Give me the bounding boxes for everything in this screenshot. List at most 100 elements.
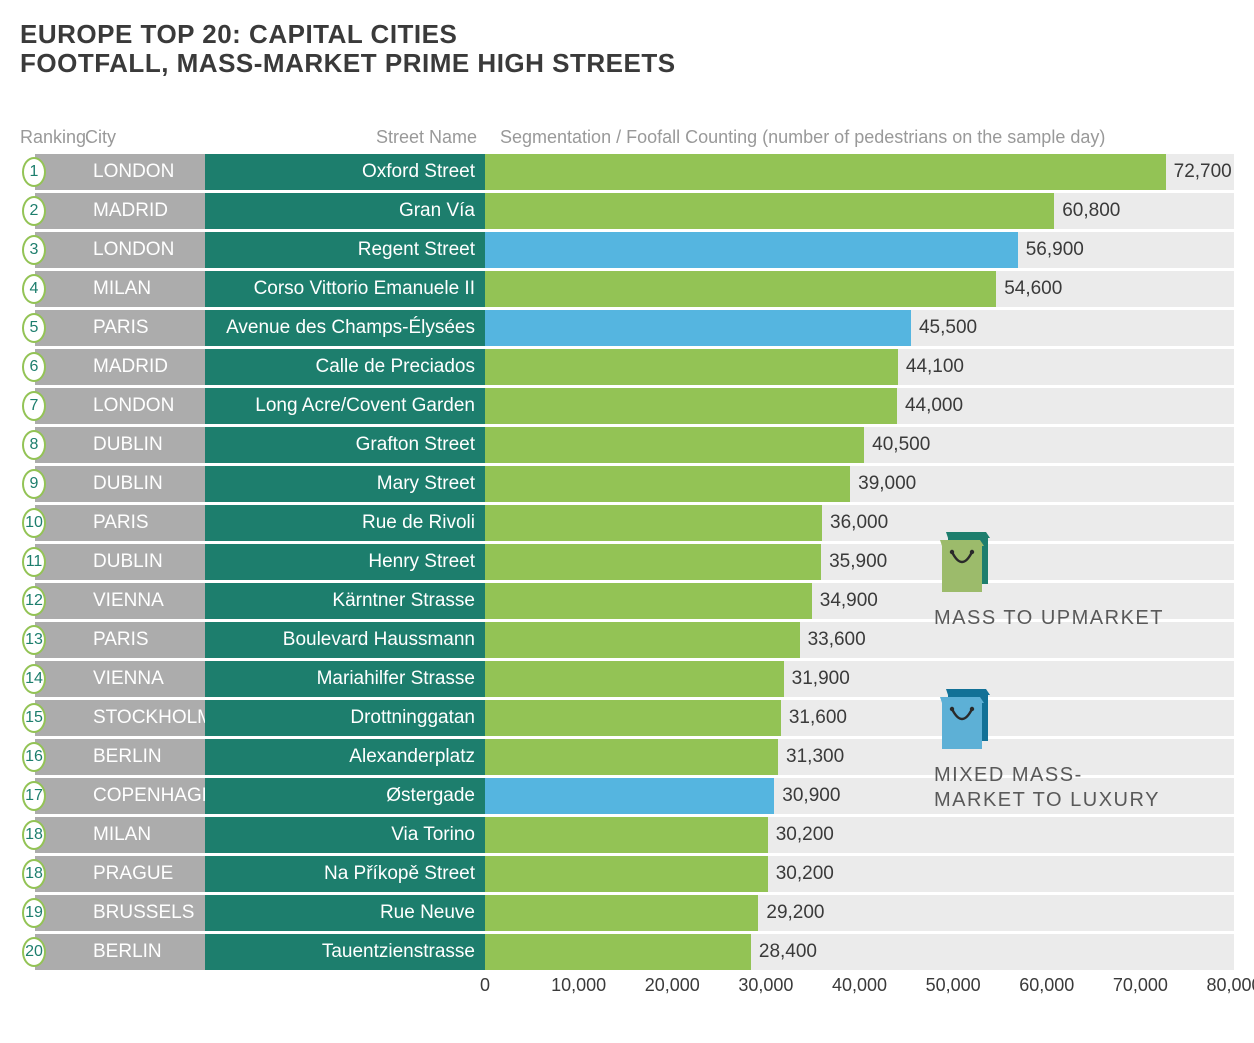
street-cell: Long Acre/Covent Garden [205,388,485,424]
city-cell: PARIS [85,310,205,346]
bar [485,583,812,619]
legend-label-blue: MIXED MASS-MARKET TO LUXURY [934,763,1174,813]
bar-value-label: 39,000 [850,466,916,502]
street-cell: Grafton Street [205,427,485,463]
city-cell: MILAN [85,271,205,307]
rank-badge: 4 [22,274,46,304]
bar-value-label: 54,600 [996,271,1062,307]
bar [485,739,778,775]
rank-cell: 8 [20,427,85,463]
rank-badge: 11 [22,547,46,577]
table-row: 4 MILANCorso Vittorio Emanuele II 54,600 [20,271,1234,307]
street-cell: Via Torino [205,817,485,853]
bar-value-label: 31,300 [778,739,844,775]
city-cell: BERLIN [85,739,205,775]
bar [485,544,821,580]
bar [485,310,911,346]
city-cell: VIENNA [85,661,205,697]
table-row: 20BERLINTauentzienstrasse28,400 [20,934,1234,970]
bar-area: 40,500 [485,427,1234,463]
city-cell: MADRID [85,193,205,229]
bar-value-label: 56,900 [1018,232,1084,268]
street-cell: Rue Neuve [205,895,485,931]
bar-value-label: 30,900 [774,778,840,814]
rank-badge: 2 [22,196,46,226]
rank-badge: 8 [22,430,46,460]
table-row: 5PARISAvenue des Champs-Élysées45,500 [20,310,1234,346]
header-ranking: Ranking [20,127,85,148]
shopping-bag-blue-icon [934,681,996,753]
bar-value-label: 31,600 [781,700,847,736]
rank-cell: 20 [20,934,85,970]
street-cell: Boulevard Haussmann [205,622,485,658]
shopping-bag-green-icon [934,524,996,596]
chart-title: EUROPE TOP 20: CAPITAL CITIES FOOTFALL, … [20,20,1234,77]
bar [485,427,864,463]
bar [485,934,751,970]
bar-value-label: 30,200 [768,817,834,853]
street-cell: Drottninggatan [205,700,485,736]
legend: MASS TO UPMARKET MIXED MASS-MARKET TO LU… [934,524,1174,863]
bar [485,817,768,853]
bar-value-label: 45,500 [911,310,977,346]
axis-tick: 70,000 [1113,975,1168,996]
bar [485,778,774,814]
rank-cell: 7 [20,388,85,424]
rank-badge: 1 [22,157,46,187]
bar [485,622,800,658]
street-cell: Kärntner Strasse [205,583,485,619]
street-cell: Na Příkopě Street [205,856,485,892]
city-cell: STOCKHOLM [85,700,205,736]
axis-tick: 20,000 [645,975,700,996]
rank-badge: 12 [22,586,46,616]
axis-tick: 0 [480,975,490,996]
rank-cell: 10 [20,505,85,541]
rank-badge: 6 [22,352,46,382]
table-row: 6MADRIDCalle de Preciados44,100 [20,349,1234,385]
table-row: 2MADRIDGran Vía60,800 [20,193,1234,229]
bar-area: 29,200 [485,895,1234,931]
bar-area: 44,100 [485,349,1234,385]
rank-badge: 14 [22,664,46,694]
legend-mixed-luxury: MIXED MASS-MARKET TO LUXURY [934,681,1174,813]
city-cell: PARIS [85,505,205,541]
street-cell: Alexanderplatz [205,739,485,775]
bar [485,661,784,697]
bar-value-label: 44,000 [897,388,963,424]
street-cell: Østergade [205,778,485,814]
axis-tick: 80,000 [1206,975,1254,996]
rank-badge: 18 [22,859,46,889]
street-cell: Calle de Preciados [205,349,485,385]
bar-area: 60,800 [485,193,1234,229]
bar-value-label: 29,200 [758,895,824,931]
city-cell: DUBLIN [85,544,205,580]
rank-cell: 12 [20,583,85,619]
bar [485,193,1054,229]
title-line-2: FOOTFALL, MASS-MARKET PRIME HIGH STREETS [20,49,1234,78]
city-cell: DUBLIN [85,427,205,463]
rank-cell: 4 [20,271,85,307]
bar [485,154,1166,190]
table-row: 3LONDONRegent Street56,900 [20,232,1234,268]
bar [485,232,1018,268]
bar-area: 45,500 [485,310,1234,346]
city-cell: MILAN [85,817,205,853]
axis-tick: 30,000 [738,975,793,996]
rank-cell: 6 [20,349,85,385]
bar [485,388,897,424]
table-row: 9DUBLINMary Street39,000 [20,466,1234,502]
bar [485,700,781,736]
city-cell: LONDON [85,232,205,268]
rank-cell: 16 [20,739,85,775]
bar-area: 72,700 [485,154,1234,190]
rank-badge: 16 [22,742,46,772]
rank-badge: 5 [22,313,46,343]
rank-cell: 9 [20,466,85,502]
bar-value-label: 33,600 [800,622,866,658]
rank-cell: 19 [20,895,85,931]
city-cell: COPENHAGEN [85,778,205,814]
rank-cell: 14 [20,661,85,697]
street-cell: Corso Vittorio Emanuele II [205,271,485,307]
bar-area: 54,600 [485,271,1234,307]
bar [485,505,822,541]
